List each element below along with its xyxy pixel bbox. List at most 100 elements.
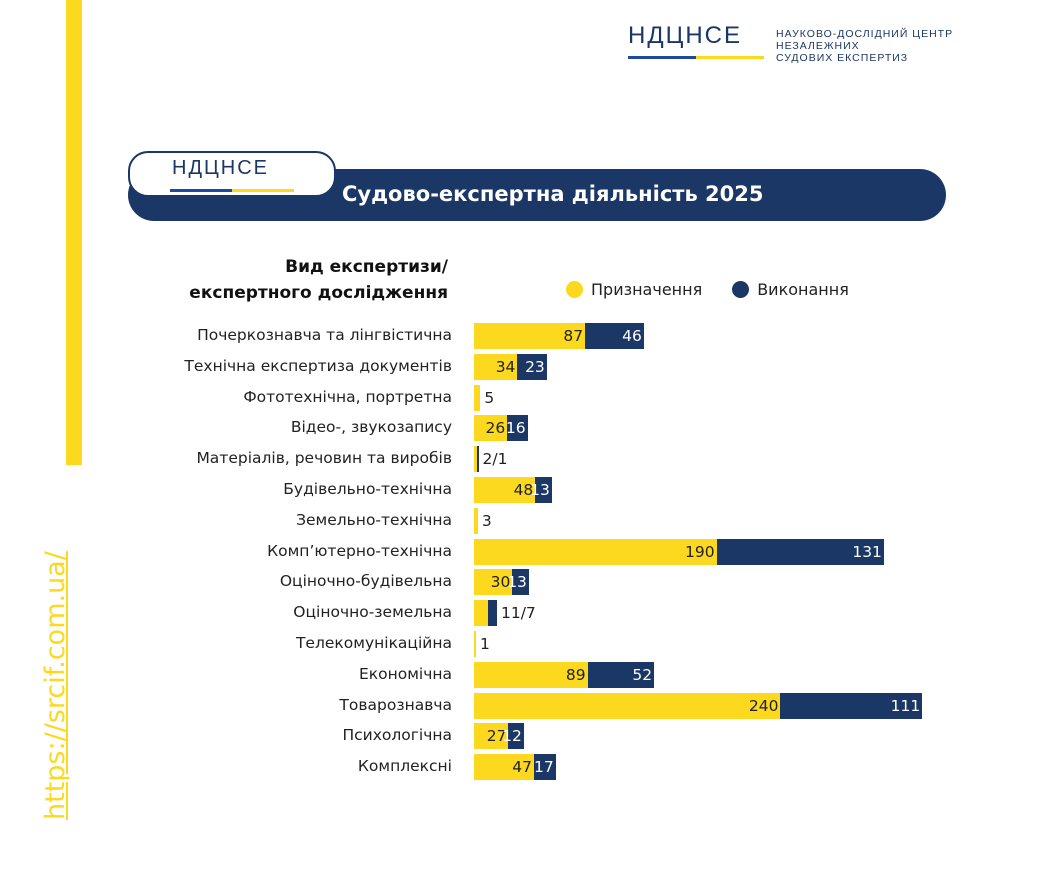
bar-done — [780, 692, 923, 719]
legend-item-assigned: Призначення — [566, 280, 702, 299]
data-label-assigned: 190 — [685, 542, 715, 561]
data-label-assigned: 30 — [490, 573, 511, 592]
category-label: Будівельно-технічна — [283, 480, 452, 498]
data-label-done: 111 — [890, 696, 921, 715]
data-label-done: 131 — [852, 542, 882, 561]
legend-dot-assigned — [566, 281, 583, 298]
data-label: 5 — [484, 388, 495, 407]
legend-item-done: Виконання — [732, 280, 849, 299]
bar-row: Телекомунікаційна 1 — [0, 631, 1058, 657]
bar-assigned — [474, 538, 717, 565]
header-logo: НДЦНСЕ НАУКОВО-ДОСЛІДНИЙ ЦЕНТР НЕЗАЛЕЖНИ… — [628, 22, 952, 64]
data-label-done: 52 — [632, 665, 653, 684]
bar-row: Оціночно-земельна 11/7 — [0, 600, 1058, 627]
category-label: Технічна експертиза документів — [184, 356, 452, 375]
bar-row: Оціночно-будівельна 30 13 — [0, 569, 1058, 596]
bar-row: Комп’ютерно-технічна 190 131 — [0, 538, 1058, 565]
category-label: Оціночно-будівельна — [279, 572, 452, 591]
data-label-assigned: 27 — [486, 727, 507, 746]
category-label: Оціночно-земельна — [293, 603, 452, 622]
category-header-line-2: експертного дослідження — [189, 283, 448, 303]
bar-assigned — [474, 692, 781, 719]
bar-row: Матеріалів, речовин та виробів 2/1 — [0, 446, 1058, 473]
legend-label: Призначення — [591, 280, 703, 299]
bar-row: Економічна 89 52 — [0, 661, 1058, 688]
data-label-assigned: 240 — [748, 696, 779, 715]
category-label: Фототехнічна, портретна — [243, 387, 452, 406]
data-label-done: 17 — [534, 758, 554, 777]
bar-row: Технічна експертиза документів 34 23 — [0, 353, 1058, 380]
bar-assigned — [474, 600, 489, 627]
bar-done — [587, 661, 655, 688]
data-label-assigned: 26 — [485, 419, 506, 438]
data-label-assigned: 87 — [563, 327, 584, 345]
data-label-done: 23 — [525, 357, 545, 376]
badge-underline — [170, 189, 294, 192]
bar-row: Земельно-технічна 3 — [0, 507, 1058, 534]
logo-underline — [628, 56, 764, 59]
bar-row: Комплексні 47 17 — [0, 754, 1058, 781]
bar-row: Психологічна 27 12 — [0, 723, 1058, 750]
logo-line-1: НАУКОВО-ДОСЛІДНИЙ ЦЕНТР — [776, 28, 954, 40]
bar-done — [476, 446, 479, 473]
category-label: Почеркознавча та лінгвістична — [197, 326, 452, 344]
bar-row: Почеркознавча та лінгвістична 87 46 — [0, 323, 1058, 349]
logo-line-3: СУДОВИХ ЕКСПЕРТИЗ — [776, 52, 909, 64]
bar-assigned — [474, 754, 535, 781]
bar-assigned — [474, 569, 513, 596]
bar-assigned — [474, 631, 476, 657]
bar-assigned — [474, 353, 518, 380]
bar-done — [535, 477, 552, 503]
category-label: Матеріалів, речовин та виробів — [196, 449, 452, 468]
data-label: 2/1 — [482, 450, 508, 469]
data-label-done: 12 — [502, 727, 522, 746]
data-label-assigned: 48 — [513, 481, 534, 499]
data-label: 1 — [480, 635, 490, 653]
legend: Призначення Виконання — [566, 280, 849, 299]
bar-done — [488, 600, 497, 627]
logo-full-name: НАУКОВО-ДОСЛІДНИЙ ЦЕНТР НЕЗАЛЕЖНИХ СУДОВ… — [776, 28, 953, 64]
bar-done — [585, 323, 644, 349]
bar-done — [517, 353, 547, 380]
bar-assigned — [474, 415, 508, 442]
bar-assigned — [474, 323, 586, 349]
badge-abbr: НДЦНСЕ — [172, 157, 270, 179]
data-label-assigned: 89 — [565, 665, 586, 684]
category-label: Психологічна — [342, 726, 452, 745]
chart-title: Судово-експертна діяльність 2025 — [342, 182, 764, 206]
bar-assigned — [474, 446, 477, 473]
bar-row: Будівельно-технічна 48 13 — [0, 477, 1058, 503]
data-label-done: 16 — [505, 419, 526, 438]
data-label: 3 — [481, 511, 492, 530]
data-label-done: 13 — [507, 573, 527, 592]
bar-assigned — [474, 507, 478, 534]
legend-dot-done — [732, 281, 750, 298]
bar-done — [507, 415, 528, 442]
category-header: Вид експертизи/ експертного дослідження — [189, 254, 448, 306]
category-label: Телекомунікаційна — [295, 634, 452, 652]
bar-assigned — [474, 661, 588, 688]
category-label: Відео-, звукозапису — [290, 418, 452, 437]
bar-assigned — [474, 723, 509, 750]
data-label-done: 13 — [530, 481, 550, 499]
legend-label: Виконання — [757, 280, 849, 299]
yellow-accent-bar — [66, 0, 82, 465]
bar-done — [508, 723, 524, 750]
bar-assigned — [474, 477, 536, 503]
category-label: Товарознавча — [339, 695, 452, 714]
data-label-assigned: 47 — [512, 758, 533, 777]
bar-assigned — [474, 384, 481, 411]
bar-done — [534, 754, 556, 781]
category-label: Економічна — [358, 664, 452, 683]
data-label-assigned: 34 — [495, 357, 516, 376]
bar-row: Фототехнічна, портретна 5 — [0, 384, 1058, 411]
category-header-line-1: Вид експертизи/ — [285, 257, 448, 277]
bar-row: Товарознавча 240 111 — [0, 692, 1058, 719]
category-label: Комплексні — [357, 757, 452, 776]
logo-abbr: НДЦНСЕ — [628, 22, 743, 49]
bar-row: Відео-, звукозапису 26 16 — [0, 415, 1058, 442]
logo-line-2: НЕЗАЛЕЖНИХ — [776, 40, 860, 52]
data-label-done: 46 — [622, 327, 642, 345]
category-label: Земельно-технічна — [296, 510, 452, 529]
